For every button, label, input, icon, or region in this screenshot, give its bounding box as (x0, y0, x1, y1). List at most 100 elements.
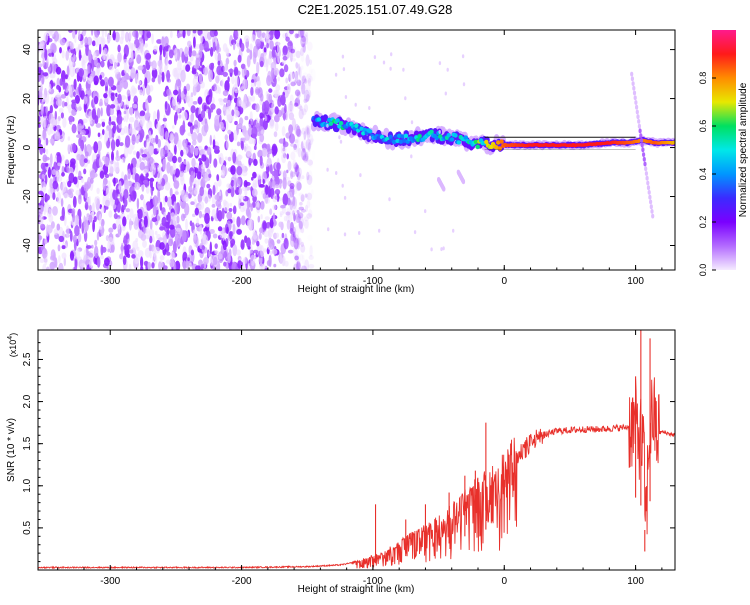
noise-speckle (224, 134, 228, 141)
noise-speckle (212, 139, 216, 148)
noise-speckle (73, 54, 76, 62)
noise-speckle (269, 217, 274, 229)
noise-speckle (174, 144, 177, 155)
noise-speckle (98, 225, 103, 230)
signal-peak (475, 144, 480, 149)
noise-speckle (144, 77, 148, 89)
noise-speckle (60, 112, 64, 119)
noise-speckle (282, 56, 288, 61)
noise-speckle (159, 242, 165, 250)
noise-speckle (293, 212, 296, 222)
noise-speckle (263, 248, 267, 253)
noise-speckle (161, 71, 165, 83)
figure-title: C2E1.2025.151.07.49.G28 (298, 2, 453, 17)
noise-speckle (41, 94, 46, 101)
noise-speckle (183, 160, 189, 165)
noise-speckle (282, 193, 289, 206)
noise-speckle (307, 77, 312, 87)
noise-speckle (55, 131, 61, 140)
noise-speckle (72, 142, 77, 153)
noise-speckle (109, 165, 114, 175)
noise-speckle (251, 176, 254, 181)
noise-speckle (288, 73, 291, 82)
noise-speckle (100, 60, 105, 68)
noise-speckle (42, 129, 47, 141)
noise-speckle (232, 151, 237, 164)
noise-speckle (287, 160, 292, 171)
noise-speckle (292, 206, 298, 214)
noise-speckle (67, 144, 71, 153)
signal-peak (397, 133, 402, 138)
noise-speckle (214, 250, 218, 255)
faint-speckle (373, 55, 377, 60)
faint-speckle (342, 67, 346, 72)
noise-speckle (76, 153, 82, 161)
noise-speckle (301, 47, 305, 54)
noise-speckle (180, 213, 186, 222)
faint-speckle (327, 227, 330, 232)
noise-speckle (107, 76, 114, 88)
noise-speckle (230, 243, 234, 248)
noise-speckle (99, 74, 102, 81)
noise-speckle (44, 174, 48, 185)
noise-speckle (259, 184, 265, 188)
noise-speckle (153, 45, 159, 52)
noise-speckle (134, 173, 139, 181)
noise-speckle (306, 213, 313, 219)
spectrogram-x-tick-label: -300 (100, 276, 120, 287)
noise-speckle (131, 134, 136, 146)
noise-speckle (267, 186, 271, 198)
noise-speckle (129, 249, 134, 254)
noise-speckle (298, 206, 305, 211)
noise-speckle (206, 183, 211, 189)
noise-speckle (64, 102, 68, 107)
noise-speckle (285, 77, 289, 84)
noise-speckle (226, 226, 229, 234)
noise-speckle (252, 249, 259, 254)
noise-speckle (216, 108, 222, 116)
noise-speckle (154, 230, 158, 236)
noise-speckle (130, 67, 136, 79)
noise-speckle (200, 148, 205, 155)
noise-speckle (209, 229, 215, 234)
noise-speckle (100, 118, 106, 123)
noise-speckle (278, 138, 285, 144)
faint-speckle (413, 230, 417, 235)
noise-speckle (58, 235, 65, 243)
noise-speckle (212, 41, 216, 52)
noise-speckle (299, 75, 305, 80)
noise-speckle (253, 158, 258, 166)
noise-speckle (215, 75, 220, 84)
noise-speckle (46, 123, 52, 136)
noise-speckle (133, 190, 137, 200)
noise-speckle (231, 75, 235, 85)
faint-speckle (410, 154, 413, 159)
noise-speckle (185, 218, 188, 231)
noise-speckle (301, 265, 307, 270)
noise-speckle (131, 87, 138, 95)
noise-speckle (294, 162, 298, 173)
noise-speckle (280, 94, 286, 106)
noise-speckle (149, 134, 154, 144)
noise-speckle (264, 53, 267, 61)
noise-speckle (68, 56, 74, 68)
noise-speckle (137, 208, 143, 220)
noise-speckle (178, 114, 182, 119)
noise-speckle (243, 94, 247, 106)
noise-speckle (259, 115, 264, 128)
noise-speckle (303, 219, 309, 229)
noise-speckle (301, 127, 306, 135)
noise-speckle (257, 49, 261, 58)
noise-speckle (44, 48, 48, 61)
noise-speckle (140, 194, 144, 201)
spectrogram-y-tick-label: 0 (22, 144, 33, 150)
faint-speckle (388, 197, 391, 202)
noise-speckle (69, 250, 75, 261)
noise-speckle (182, 260, 187, 270)
noise-speckle (104, 156, 110, 167)
noise-speckle (294, 187, 298, 195)
noise-speckle (162, 117, 167, 122)
noise-speckle (225, 47, 229, 56)
noise-speckle (288, 71, 293, 84)
